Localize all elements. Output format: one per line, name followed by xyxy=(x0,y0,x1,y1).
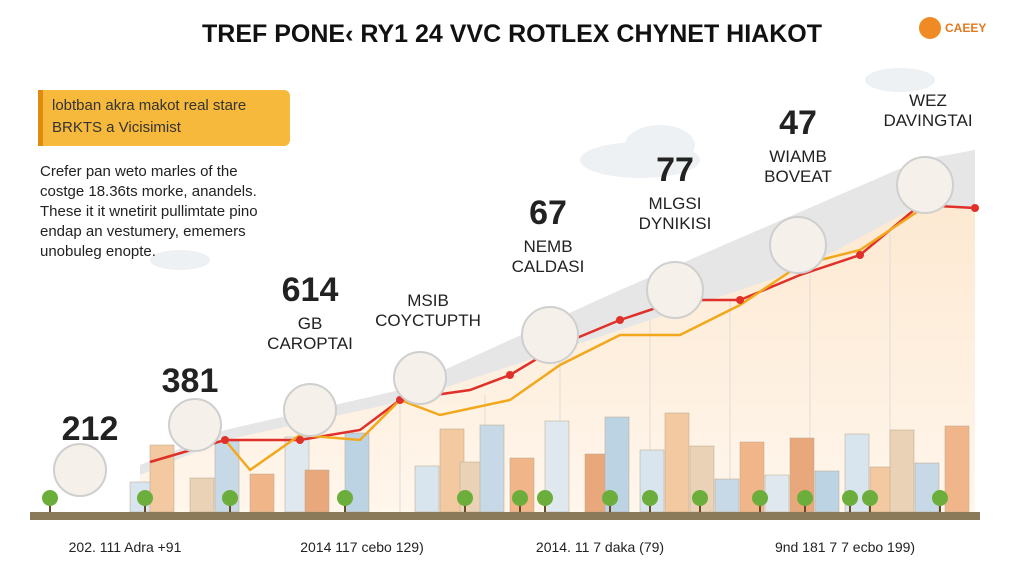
annotation-value: 77 xyxy=(656,151,694,189)
tree xyxy=(457,490,473,506)
ground xyxy=(30,512,980,520)
title: TREF PONE‹ RY1 24 VVC ROTLEX CHYNET HIAK… xyxy=(202,20,822,48)
tree xyxy=(337,490,353,506)
building xyxy=(479,424,505,513)
annotation-label: COYCTUPTH xyxy=(375,311,481,330)
annotation-label: WIAMB xyxy=(769,147,827,166)
annotation-label: NEMB xyxy=(523,237,572,256)
x-label: 202. 111 Adra +91 xyxy=(69,539,182,555)
annotation-value: 67 xyxy=(529,194,567,232)
building xyxy=(814,470,840,513)
building xyxy=(664,412,690,513)
tree xyxy=(932,490,948,506)
building xyxy=(944,425,970,513)
building xyxy=(714,478,740,513)
callout-text: lobtban akra makot real stare xyxy=(52,97,246,114)
logo-icon xyxy=(919,17,941,39)
building xyxy=(764,474,790,513)
annotation-label: CAROPTAI xyxy=(267,334,353,353)
x-label: 2014 117 cebo 129) xyxy=(300,539,424,555)
annotation-value: 47 xyxy=(779,104,817,142)
callout-box xyxy=(38,90,290,146)
tree xyxy=(642,490,658,506)
annotation-value: 381 xyxy=(162,362,219,400)
annotation-label: WEZ xyxy=(909,91,947,110)
tree xyxy=(752,490,768,506)
logo: CAEEY xyxy=(945,21,986,35)
x-label: 2014. 11 7 daka (79) xyxy=(536,539,664,555)
annotation-value: 614 xyxy=(282,271,339,309)
tree xyxy=(797,490,813,506)
tree xyxy=(222,490,238,506)
paragraph-line: costge 18.36ts morke, anandels. xyxy=(40,183,257,200)
annotation-label: DAVINGTAI xyxy=(883,111,972,130)
tree xyxy=(512,490,528,506)
building xyxy=(304,469,330,513)
tree xyxy=(602,490,618,506)
annotation-label: MSIB xyxy=(407,291,449,310)
building xyxy=(189,477,215,513)
tree xyxy=(537,490,553,506)
annotation-label: MLGSI xyxy=(649,194,702,213)
annotation-label: CALDASI xyxy=(512,257,585,276)
clouds xyxy=(150,68,935,270)
building xyxy=(914,462,940,513)
building xyxy=(249,473,275,513)
annotation-label: GB xyxy=(298,314,323,333)
dots xyxy=(221,204,979,444)
icon-circles xyxy=(53,156,954,497)
callout-accent xyxy=(38,90,43,146)
tree xyxy=(137,490,153,506)
x-label: 9nd 181 7 7 ecbo 199) xyxy=(775,539,915,555)
tree xyxy=(862,490,878,506)
annotation-value: 212 xyxy=(62,410,119,448)
paragraph-line: endap an vestumery, ememers xyxy=(40,223,246,240)
tree xyxy=(842,490,858,506)
tree xyxy=(692,490,708,506)
building xyxy=(414,465,440,513)
callout-text: BRKTS a Vicisimist xyxy=(52,119,182,136)
paragraph-line: Crefer pan weto marles of the xyxy=(40,163,238,180)
paragraph-line: unobuleg enopte. xyxy=(40,243,156,260)
paragraph-line: These it it wnetirit pullimtate pino xyxy=(40,203,258,220)
annotation-label: DYNIKISI xyxy=(639,214,712,233)
annotation-label: BOVEAT xyxy=(764,167,832,186)
tree xyxy=(42,490,58,506)
building xyxy=(889,429,915,513)
